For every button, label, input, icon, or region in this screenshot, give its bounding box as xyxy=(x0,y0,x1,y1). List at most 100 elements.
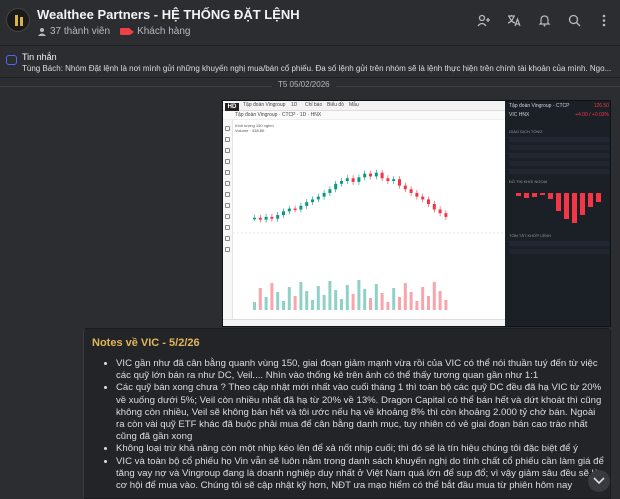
volume-bar xyxy=(351,294,355,310)
volume-bar xyxy=(421,287,425,310)
candle xyxy=(403,185,407,190)
panel-ticker: VIC HNX xyxy=(509,112,530,118)
candle xyxy=(293,208,297,211)
candle xyxy=(432,204,436,210)
note-item: Không loại trừ khả năng còn một nhịp kéo… xyxy=(116,443,604,455)
flow-bar xyxy=(556,193,561,211)
drawing-tools xyxy=(223,120,233,320)
candle xyxy=(258,217,262,220)
candle xyxy=(287,208,291,212)
group-meta: 37 thành viên Khách hàng xyxy=(37,26,190,37)
volume-bar xyxy=(432,282,436,310)
members-icon xyxy=(38,28,46,36)
group-avatar[interactable] xyxy=(6,8,30,32)
candle xyxy=(282,211,285,216)
notes-message: Notes về VIC - 5/2/26 VIC gần như đã cân… xyxy=(83,328,611,499)
volume-bar xyxy=(363,289,367,310)
volume-bar xyxy=(427,296,430,310)
flow-bar xyxy=(572,193,577,223)
bell-icon[interactable] xyxy=(536,14,552,30)
chart-toolbar: Tập đoàn Vingroup 1D Chỉ báo Biểu đồ Mẫu xyxy=(223,101,505,111)
panel-row xyxy=(509,137,609,142)
notes-list: VIC gần như đã cân bằng quanh vùng 150, … xyxy=(104,358,604,492)
watchlist-panel: Tập đoàn Vingroup - CTCP 126.50 VIC HNX … xyxy=(506,101,610,326)
volume-bar xyxy=(374,284,378,310)
members-label: 37 thành viên xyxy=(50,26,111,37)
volume-bar xyxy=(392,288,396,310)
candle xyxy=(270,216,274,219)
pinned-body: Tùng Bách: Nhóm Đặt lệnh là nơi mình gửi… xyxy=(22,64,612,73)
candle xyxy=(328,189,332,193)
panel-row xyxy=(509,161,609,166)
volume-bar xyxy=(403,283,407,310)
candle xyxy=(351,178,355,182)
toolbar-template: Mẫu xyxy=(349,102,359,108)
candlestick-chart xyxy=(233,169,505,310)
panel-title: Tập đoàn Vingroup - CTCP xyxy=(509,103,570,109)
candle xyxy=(374,172,378,177)
volume-bar xyxy=(276,292,280,310)
volume-bar xyxy=(258,288,262,310)
volume-bar xyxy=(270,283,274,310)
flow-bar xyxy=(540,193,545,195)
pinned-message[interactable]: Tin nhắn Tùng Bách: Nhóm Đặt lệnh là nơi… xyxy=(0,48,620,78)
candle xyxy=(253,217,256,220)
panel-row xyxy=(509,145,609,150)
flow-bar xyxy=(596,193,601,202)
volume-bar xyxy=(340,299,343,310)
volume-bar xyxy=(415,301,419,310)
volume-bar xyxy=(334,290,338,310)
chart-subtitle-bar: Tập đoàn Vingroup · CTCP · 1D · HNX xyxy=(223,111,505,120)
candle xyxy=(276,215,280,219)
volume-bar xyxy=(357,280,361,310)
candle xyxy=(380,172,384,179)
flow-bar xyxy=(564,193,569,219)
flow-bar xyxy=(516,193,521,196)
note-item: VIC và toàn bộ cổ phiếu họ Vin vẫn sẽ lu… xyxy=(116,456,604,493)
scroll-down-button[interactable] xyxy=(588,470,610,492)
volume-bar xyxy=(253,302,256,310)
volume-bar xyxy=(438,291,442,310)
candle xyxy=(363,173,367,178)
volume-bar xyxy=(398,297,401,310)
candle xyxy=(311,199,314,203)
toolbar-symbol: Tập đoàn Vingroup xyxy=(243,102,286,108)
more-icon[interactable] xyxy=(596,14,612,30)
volume-bar xyxy=(345,285,349,310)
panel-row xyxy=(509,153,609,158)
candle xyxy=(322,192,326,197)
volume-bar xyxy=(369,298,372,310)
chart-screenshot-image[interactable]: Tập đoàn Vingroup 1D Chỉ báo Biểu đồ Mẫu… xyxy=(222,100,611,327)
volume-bar xyxy=(409,292,413,310)
volume-bar xyxy=(380,293,384,310)
candle xyxy=(316,196,320,200)
chart-panel: Tập đoàn Vingroup 1D Chỉ báo Biểu đồ Mẫu… xyxy=(223,101,505,326)
members-count[interactable]: 37 thành viên xyxy=(37,26,110,37)
date-divider: T5 05/02/2026 xyxy=(272,80,336,89)
legend-line-2: Volume · 438.8K xyxy=(235,128,265,133)
candle xyxy=(369,173,372,177)
candle xyxy=(392,179,396,181)
search-icon[interactable] xyxy=(566,14,582,30)
flow-bar xyxy=(580,193,585,215)
guest-call[interactable]: Khách hàng xyxy=(120,26,190,37)
note-item: Các quỹ bán xong chưa ? Theo cập nhật mớ… xyxy=(116,382,604,443)
note-item: VIC gần như đã cân bằng quanh vùng 150, … xyxy=(116,358,604,382)
video-icon xyxy=(120,28,135,35)
group-title[interactable]: Wealthee Partners - HỆ THỐNG ĐẶT LỆNH xyxy=(37,7,300,22)
translate-icon[interactable] xyxy=(506,14,522,30)
panel-price: 126.50 xyxy=(593,103,609,109)
candle xyxy=(398,179,401,186)
flow-bar xyxy=(548,193,553,199)
legend-line-1: Khối lượng 150 nghìn xyxy=(235,123,274,128)
volume-bar xyxy=(299,282,303,310)
pinned-title: Tin nhắn xyxy=(22,52,57,62)
user-add-icon[interactable] xyxy=(476,14,492,30)
chart-subtitle: Tập đoàn Vingroup · CTCP · 1D · HNX xyxy=(235,112,322,118)
toolbar-indicators: Chỉ báo xyxy=(305,102,323,108)
flow-bar xyxy=(532,193,537,197)
flow-bar xyxy=(524,193,529,198)
volume-bar xyxy=(316,286,320,310)
notes-title: Notes về VIC - 5/2/26 xyxy=(92,337,200,349)
candle xyxy=(421,196,425,200)
